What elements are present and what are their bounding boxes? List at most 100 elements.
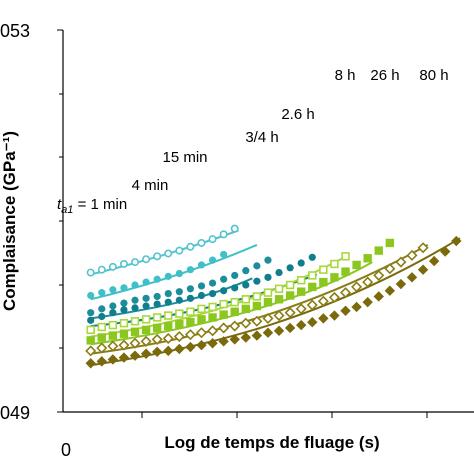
data-point-8-h [141,325,151,335]
data-point-4-min [175,269,183,278]
data-point-t-a1-1-min [208,235,217,244]
fit-curve-2-6-h [90,256,346,338]
series-label-3-4-h: 3/4 h [245,129,278,146]
data-point-4-min [153,275,161,283]
series-label-2-6-h: 2.6 h [281,106,314,123]
data-point-3-4-h [153,300,161,308]
data-point-2-6-h [97,322,106,332]
data-point-26-h [395,256,407,268]
data-point-15-min [186,285,195,293]
data-point-3-4-h [131,304,139,312]
data-point-t-a1-1-min [175,246,184,255]
data-point-26-h [151,333,163,345]
data-point-4-min [164,272,172,280]
data-point-t-a1-1-min [119,259,128,268]
data-point-26-h [140,335,152,347]
data-point-8-h [263,297,273,307]
data-point-15-min [253,262,261,270]
data-point-8-h [219,310,228,319]
data-point-8-h [363,254,372,263]
data-point-2-6-h [252,292,262,301]
data-point-8-h [385,238,395,248]
data-point-80-h [163,345,174,357]
data-point-3-4-h [197,291,206,300]
data-point-4-min [98,289,106,297]
data-point-3-4-h [164,298,172,306]
data-point-8-h [274,295,284,304]
data-point-3-4-h [98,312,106,321]
data-point-t-a1-1-min [219,230,228,239]
data-point-8-h [352,260,361,270]
data-point-15-min [153,292,161,301]
data-point-80-h [185,341,196,353]
data-point-2-6-h [219,299,228,309]
data-point-8-h [130,327,140,336]
data-point-t-a1-1-min [131,258,140,267]
data-point-15-min [131,296,139,304]
data-point-t-a1-1-min [108,262,117,271]
data-point-26-h [406,249,418,261]
data-point-26-h [195,327,208,339]
data-point-80-h [284,322,296,334]
data-point-15-min [208,279,217,287]
data-point-26-h [351,281,363,293]
data-point-8-h [297,287,306,296]
data-point-80-h [140,348,152,359]
data-point-15-min [98,305,106,313]
data-point-4-min [131,281,139,289]
data-point-3-4-h [120,306,128,314]
data-point-8-h [208,313,217,322]
data-point-26-h [384,263,396,275]
data-point-80-h [129,350,141,361]
series-label-8-h: 8 h [335,67,356,84]
data-point-8-h [119,329,129,338]
data-point-4-min [186,266,195,274]
y-tick-label-top: 053 [0,21,30,41]
data-point-80-h [318,313,329,324]
data-point-3-4-h [253,277,261,285]
data-point-4-min [208,256,217,264]
data-point-15-min [264,256,272,264]
data-point-t-a1-1-min [164,249,173,258]
data-point-26-h [129,337,141,349]
data-point-2-6-h [86,325,95,335]
data-point-80-h [428,255,440,267]
data-point-8-h [230,307,239,316]
data-point-t-a1-1-min [197,238,206,247]
data-point-80-h [118,352,130,363]
data-point-4-min [120,284,128,292]
x-axis-title: Log de temps de fluage (s) [164,433,379,452]
data-point-80-h [196,339,207,351]
data-point-8-h [152,323,162,333]
data-point-80-h [451,235,462,247]
data-point-26-h [273,310,285,322]
data-point-26-h [417,242,429,254]
data-point-8-h [308,282,317,292]
data-point-80-h [373,291,384,302]
data-point-80-h [351,301,362,313]
series-label-15-min: 15 min [162,149,207,166]
data-point-2-6-h [241,295,251,304]
data-point-2-6-h [186,307,195,316]
data-point-26-h [262,312,274,324]
data-point-8-h [175,319,184,329]
data-point-t-a1-1-min [97,265,106,274]
data-point-2-6-h [130,317,140,326]
data-point-26-h [317,295,329,307]
data-point-26-h [184,329,196,341]
data-point-26-h [173,331,185,343]
data-point-80-h [229,334,240,345]
data-point-80-h [207,338,218,349]
data-point-t-a1-1-min [230,224,239,233]
data-point-26-h [162,332,174,344]
data-point-3-4-h [275,268,283,277]
data-point-26-h [107,340,119,352]
data-point-2-6-h [164,311,173,320]
data-point-2-6-h [263,288,273,297]
data-point-80-h [395,278,407,290]
data-point-15-min [87,309,95,317]
data-point-8-h [319,277,328,287]
data-point-80-h [384,285,396,296]
data-point-8-h [374,246,383,255]
data-point-2-6-h [141,315,151,324]
